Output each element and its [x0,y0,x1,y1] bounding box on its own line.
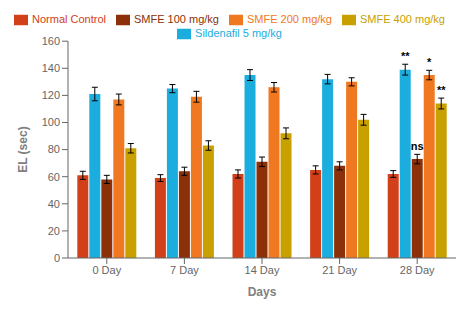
svg-text:0 Day: 0 Day [92,264,121,276]
svg-text:14 Day: 14 Day [245,264,280,276]
svg-text:140: 140 [42,62,60,74]
svg-text:Days: Days [248,285,277,299]
svg-text:*: * [427,56,432,68]
svg-text:80: 80 [48,143,60,155]
svg-text:20: 20 [48,225,60,237]
svg-text:0: 0 [54,252,60,264]
svg-text:21 Day: 21 Day [322,264,357,276]
svg-text:40: 40 [48,198,60,210]
svg-text:100: 100 [42,116,60,128]
svg-text:EL (sec): EL (sec) [16,126,30,172]
svg-text:28 Day: 28 Day [400,264,435,276]
svg-text:120: 120 [42,89,60,101]
html-text:Sildenafil 5 mg/kg: Sildenafil 5 mg/kg [195,27,282,40]
svg-text:60: 60 [48,171,60,183]
svg-text:7 Day: 7 Day [170,264,199,276]
html-text:Normal Control: Normal Control [32,13,106,25]
html-text:SMFE 100 mg/kg: SMFE 100 mg/kg [134,13,219,25]
svg-text:**: ** [437,84,446,96]
html-text:SMFE 400 mg/kg: SMFE 400 mg/kg [360,13,445,25]
svg-text:160: 160 [42,35,60,47]
svg-text:ns: ns [411,140,424,152]
svg-text:**: ** [401,50,410,62]
html-text:SMFE 200 mg/kg: SMFE 200 mg/kg [247,13,332,25]
